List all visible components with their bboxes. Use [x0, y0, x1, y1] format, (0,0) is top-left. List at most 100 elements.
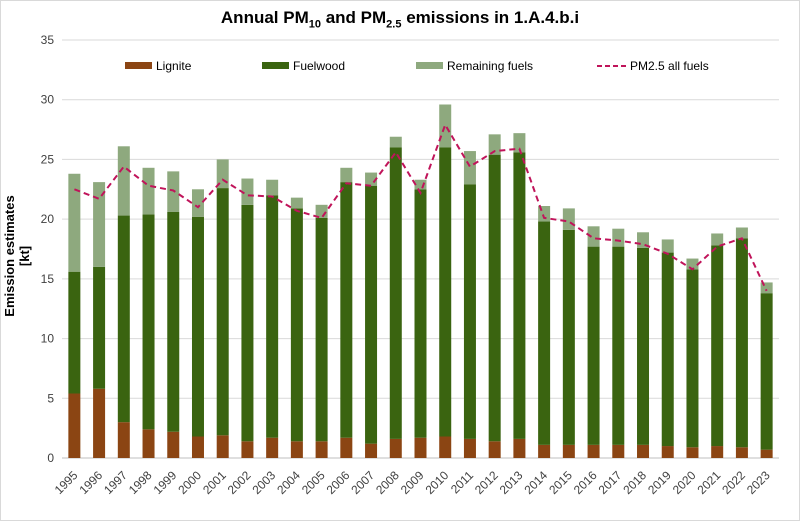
bar-lignite [315, 441, 328, 458]
y-tick-label: 0 [47, 451, 54, 465]
y-tick-label: 20 [41, 212, 55, 226]
bar-remaining-fuels [562, 208, 575, 230]
bar-fuelwood [365, 185, 378, 444]
bar-lignite [241, 441, 254, 458]
x-tick-label: 1995 [52, 468, 81, 497]
bar-lignite [340, 437, 353, 458]
bar-lignite [661, 446, 674, 458]
bar-remaining-fuels [389, 136, 402, 148]
bar-lignite [167, 431, 180, 458]
bar-lignite [711, 446, 724, 458]
y-tick-label: 30 [41, 93, 55, 107]
bar-lignite [216, 435, 229, 458]
x-tick-label: 2018 [620, 468, 649, 497]
bar-lignite [463, 438, 476, 458]
legend-label: Remaining fuels [447, 59, 533, 73]
bar-remaining-fuels [735, 227, 748, 239]
bar-remaining-fuels [414, 179, 427, 190]
bar-fuelwood [587, 246, 600, 445]
bar-fuelwood [290, 208, 303, 442]
bar-lignite [488, 441, 501, 458]
bar-remaining-fuels [68, 173, 81, 272]
x-tick-label: 2022 [719, 468, 748, 497]
bar-lignite [117, 422, 130, 458]
bar-remaining-fuels [513, 133, 526, 153]
x-tick-label: 2003 [249, 468, 278, 497]
x-tick-label: 1998 [126, 468, 155, 497]
bar-remaining-fuels [661, 239, 674, 253]
x-tick-label: 2020 [670, 468, 699, 497]
bar-fuelwood [191, 216, 204, 437]
line-pm25-all-fuels [74, 122, 768, 292]
x-tick-label: 2006 [324, 468, 353, 497]
bar-lignite [93, 388, 106, 458]
bar-fuelwood [68, 271, 81, 394]
legend-swatch [125, 62, 152, 69]
x-tick-label: 1997 [101, 468, 130, 497]
bar-lignite [365, 443, 378, 458]
bar-lignite [760, 449, 773, 458]
bar-lignite [142, 429, 155, 458]
bar-lignite [191, 436, 204, 458]
x-tick-label: 2016 [571, 468, 600, 497]
x-tick-label: 2015 [546, 468, 575, 497]
bar-fuelwood [439, 147, 452, 437]
bar-fuelwood [315, 217, 328, 442]
legend-label: Lignite [156, 59, 192, 73]
x-tick-label: 1999 [151, 468, 180, 497]
bar-remaining-fuels [760, 282, 773, 294]
bar-remaining-fuels [117, 146, 130, 216]
bar-fuelwood [266, 195, 279, 438]
bar-remaining-fuels [587, 226, 600, 247]
x-tick-label: 2004 [274, 468, 303, 497]
legend-swatch [262, 62, 289, 69]
bar-fuelwood [686, 269, 699, 448]
x-tick-label: 2009 [398, 468, 427, 497]
bar-fuelwood [538, 221, 551, 445]
bar-fuelwood [216, 188, 229, 436]
bar-fuelwood [513, 152, 526, 439]
bar-lignite [389, 438, 402, 458]
y-tick-label: 10 [41, 332, 55, 346]
x-tick-label: 2014 [521, 468, 550, 497]
x-tick-label: 2010 [423, 468, 452, 497]
bar-fuelwood [463, 184, 476, 439]
bar-remaining-fuels [93, 182, 106, 267]
legend-swatch [416, 62, 443, 69]
legend-label: PM2.5 all fuels [630, 59, 709, 73]
bar-fuelwood [117, 215, 130, 423]
bar-lignite [414, 437, 427, 458]
bar-lignite [686, 447, 699, 458]
x-tick-label: 2019 [645, 468, 674, 497]
x-tick-label: 2021 [695, 468, 724, 497]
y-tick-label: 35 [41, 33, 55, 47]
x-tick-label: 2001 [200, 468, 229, 497]
bar-lignite [735, 447, 748, 458]
bar-fuelwood [661, 252, 674, 447]
y-tick-label: 15 [41, 272, 55, 286]
bar-remaining-fuels [612, 228, 625, 247]
x-tick-label: 2023 [744, 468, 773, 497]
bar-fuelwood [93, 266, 106, 389]
bar-remaining-fuels [439, 104, 452, 148]
bar-remaining-fuels [711, 233, 724, 246]
bar-fuelwood [711, 245, 724, 447]
bar-fuelwood [142, 214, 155, 430]
bar-fuelwood [389, 147, 402, 439]
bar-lignite [612, 444, 625, 458]
bar-fuelwood [241, 204, 254, 442]
bar-remaining-fuels [686, 258, 699, 270]
bar-remaining-fuels [266, 179, 279, 196]
legend-label: Fuelwood [293, 59, 345, 73]
bar-remaining-fuels [290, 197, 303, 209]
bar-fuelwood [167, 211, 180, 432]
bar-lignite [637, 444, 650, 458]
chart-title: Annual PM10 and PM2.5 emissions in 1.A.4… [220, 8, 580, 31]
bar-lignite [266, 437, 279, 458]
x-tick-label: 2012 [472, 468, 501, 497]
y-tick-label: 25 [41, 152, 55, 166]
bar-fuelwood [637, 247, 650, 445]
bar-lignite [513, 438, 526, 458]
bar-lignite [439, 436, 452, 458]
